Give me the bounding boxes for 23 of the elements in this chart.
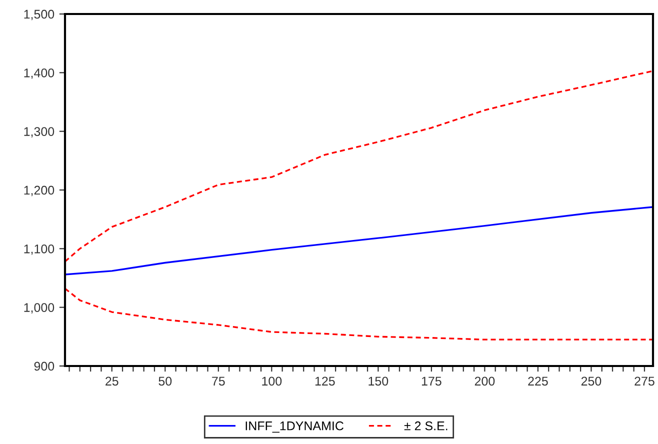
y-tick-label: 1,200 [24,186,54,196]
legend-label: INFF_1DYNAMIC [246,421,344,433]
y-tick-label: 1,100 [24,244,54,255]
x-tick-label: 125 [315,376,335,386]
y-tick-label: 1,300 [24,127,54,138]
y-tick-label: 1,000 [24,303,54,314]
x-tick-label: 250 [581,376,602,386]
x-tick-label: 25 [106,376,118,386]
x-tick-label: 100 [262,376,282,386]
y-tick-label: 1,500 [24,10,54,20]
legend-label: ± 2 S.E. [404,421,448,430]
x-tick-label: 200 [474,376,495,386]
line-series [65,288,653,340]
x-tick-label: 75 [212,376,225,386]
x-tick-label: 50 [158,376,172,386]
y-tick-label: 1,400 [24,68,54,79]
x-tick-label: 150 [368,376,388,386]
x-tick-label: 225 [528,376,548,386]
line-series [65,206,653,276]
line-series [65,70,653,262]
x-tick-label: 275 [634,376,654,386]
x-tick-label: 175 [422,376,442,386]
y-tick-label: 900 [34,362,54,371]
